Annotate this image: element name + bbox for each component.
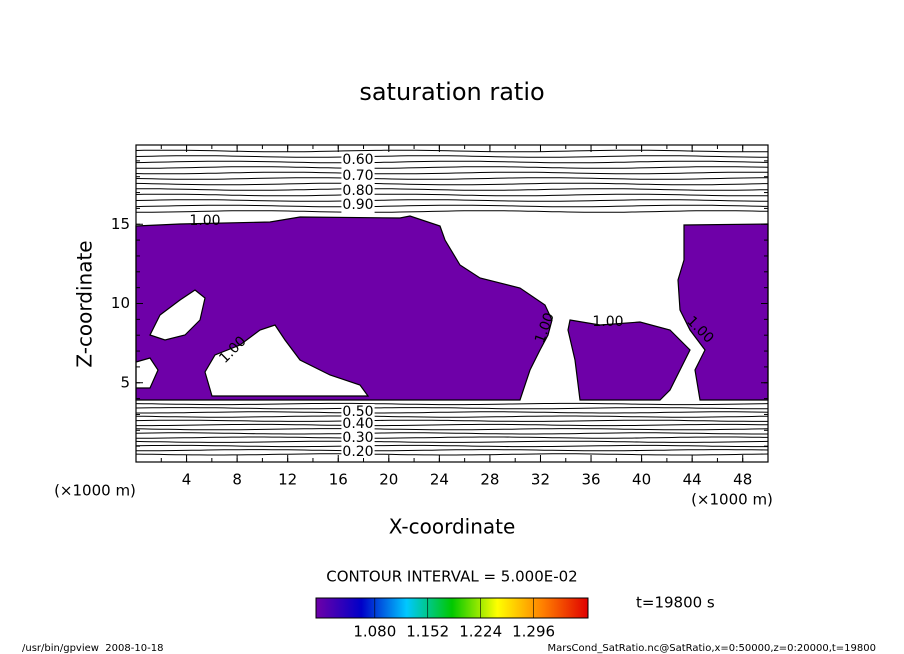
contour-line (136, 423, 769, 427)
label-background (341, 168, 375, 184)
contour-line (136, 436, 769, 439)
contour-line (135, 199, 769, 202)
y-axis-label: Z-coordinate (73, 240, 97, 367)
contour-line (135, 419, 768, 422)
contour-line (136, 449, 769, 452)
shaded-region (135, 215, 769, 401)
contour-line (135, 149, 769, 153)
contour-line (135, 428, 769, 431)
contour-line (135, 432, 768, 435)
y-tick-label: 15 (111, 215, 130, 233)
contour-label: 0.30 (342, 430, 373, 446)
contour-label: 1.00 (592, 314, 623, 330)
footer-right: MarsCond_SatRatio.nc@SatRatio,x=0:50000,… (547, 643, 876, 654)
y-tick-label: 10 (111, 294, 130, 312)
contour-label: 0.20 (342, 444, 373, 460)
contour-line (135, 407, 768, 410)
time-label: t=19800 s (636, 594, 715, 612)
x-unit-label: (×1000 m) (691, 491, 773, 509)
contour-line (136, 166, 769, 169)
x-axis-label: X-coordinate (389, 515, 516, 539)
colorbar-tick-label: 1.080 (353, 623, 396, 641)
label-background (341, 183, 375, 199)
x-tick-label: 36 (581, 471, 600, 489)
contour-interval: CONTOUR INTERVAL = 5.000E-02 (326, 568, 577, 586)
x-tick-label: 28 (480, 471, 499, 489)
y-tick-label: 5 (120, 373, 130, 391)
contour-line (135, 444, 768, 448)
contour-line (135, 440, 769, 443)
contour-line (136, 411, 769, 414)
x-tick-label: 48 (733, 471, 752, 489)
footer-left: /usr/bin/gpview 2008-10-18 (22, 643, 163, 654)
x-unit-label: (×1000 m) (54, 482, 136, 500)
x-tick-label: 40 (632, 471, 651, 489)
label-background (341, 152, 375, 168)
contour-label: 0.40 (342, 416, 373, 432)
contour-line (135, 453, 769, 456)
x-tick-label: 16 (329, 471, 348, 489)
colorbar (315, 597, 589, 619)
x-tick-label: 20 (379, 471, 398, 489)
chart-title: saturation ratio (359, 78, 544, 106)
colorbar-tick-label: 1.296 (512, 623, 555, 641)
contour-label: 0.60 (342, 152, 373, 168)
contour-line (135, 160, 769, 164)
contour-line (136, 210, 769, 213)
x-tick-label: 4 (182, 471, 192, 489)
label-background (341, 416, 375, 432)
label-background (341, 444, 375, 460)
label-background (341, 430, 375, 446)
x-tick-label: 32 (531, 471, 550, 489)
x-tick-label: 44 (683, 471, 702, 489)
label-background (341, 197, 375, 213)
contour-line (135, 155, 769, 158)
contour-label: 0.90 (342, 197, 373, 213)
contour-line (135, 204, 769, 208)
contour-line (135, 171, 769, 175)
contour-line (135, 193, 769, 197)
contour-label: 0.80 (342, 183, 373, 199)
contour-line (135, 177, 769, 180)
contour-label: 0.70 (342, 168, 373, 184)
contour-lines (135, 149, 769, 456)
contour-line (135, 182, 769, 186)
contour-line (135, 402, 769, 406)
contour-line (136, 188, 769, 191)
colorbar-tick-label: 1.152 (406, 623, 449, 641)
x-tick-label: 8 (232, 471, 242, 489)
contour-label: 1.00 (189, 213, 220, 229)
colorbar-tick-label: 1.224 (459, 623, 502, 641)
contour-line (135, 415, 769, 418)
x-tick-label: 12 (278, 471, 297, 489)
x-tick-label: 24 (430, 471, 449, 489)
